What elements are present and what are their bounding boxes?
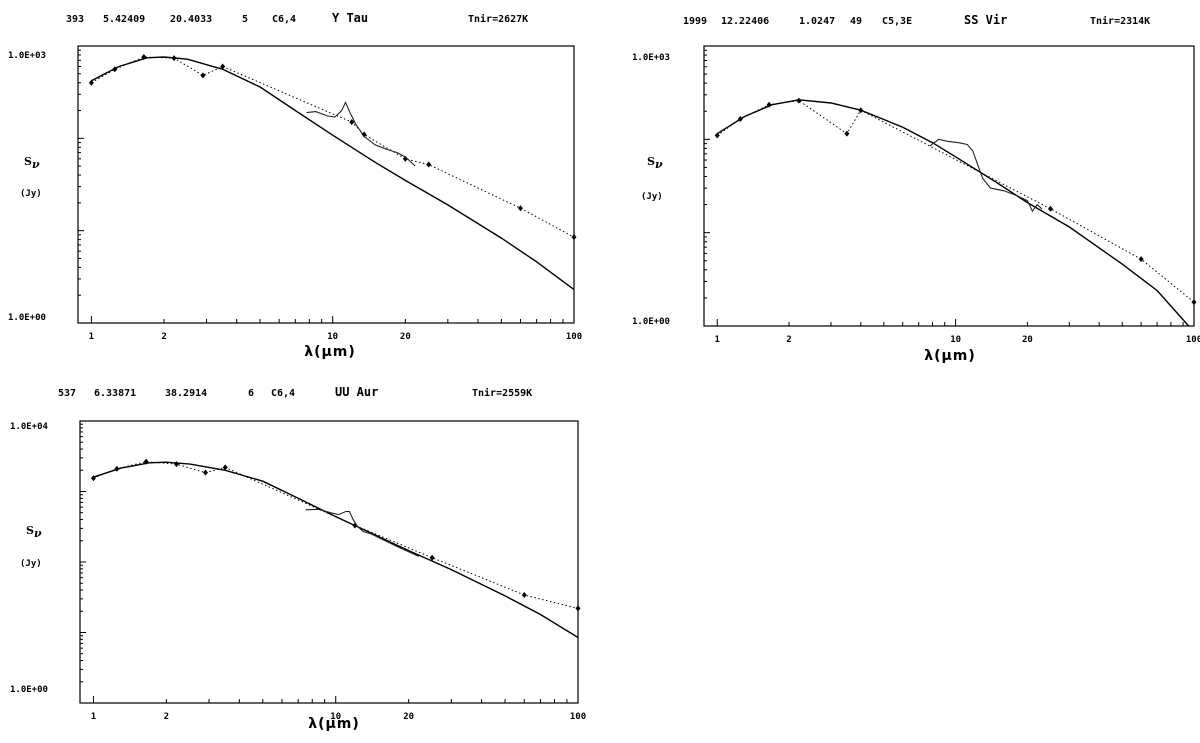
plot-area: 1 2 10 20 100 xyxy=(79,420,586,722)
header-spectral-type: C5,3E xyxy=(882,16,913,27)
y-axis-unit: (Jy) xyxy=(641,192,663,202)
y-axis-unit: (Jy) xyxy=(20,559,42,569)
x-tick-label: 2 xyxy=(161,332,166,342)
photometry-point xyxy=(575,605,581,612)
header-ra: 5.42409 xyxy=(103,14,146,25)
x-tick-label: 1 xyxy=(89,332,94,342)
plot-frame xyxy=(77,45,575,324)
photometry-point xyxy=(517,205,523,212)
x-tick-label: 100 xyxy=(566,332,582,342)
photometry-point xyxy=(1047,205,1053,212)
photometry-point xyxy=(349,119,355,126)
photometry-line xyxy=(716,100,1195,303)
plot-area: 1 2 10 20 100 xyxy=(77,45,582,342)
header-dec: 38.2914 xyxy=(165,388,208,399)
photometry-point xyxy=(90,475,96,482)
photometry-line xyxy=(91,56,575,238)
x-tick-label: 2 xyxy=(164,712,169,722)
photometry-point xyxy=(429,554,435,561)
lrs-spectrum xyxy=(929,138,1043,213)
header-star-name: Y Tau xyxy=(332,11,369,25)
x-tick-label: 10 xyxy=(327,332,338,342)
sed-panel-ss-vir: 1999 12.22406 1.0247 49 C5,3E SS Vir Tni… xyxy=(600,0,1200,372)
header-temperature: Tnir=2627K xyxy=(468,14,529,25)
photometry-point xyxy=(112,66,118,73)
y-axis-label: Sν xyxy=(26,524,42,540)
x-axis-label: λ(μm) xyxy=(308,716,360,732)
x-tick-label: 100 xyxy=(570,712,586,722)
photometry-point xyxy=(766,101,772,108)
photometry-point xyxy=(202,469,208,476)
sed-panel-y-tau: 393 5.42409 20.4033 5 C6,4 Y Tau Tnir=26… xyxy=(0,0,600,372)
photometry-point xyxy=(88,79,94,86)
sed-panel-uu-aur: 537 6.33871 38.2914 6 C6,4 UU Aur Tnir=2… xyxy=(0,372,600,743)
header-n: 5 xyxy=(242,14,249,25)
photometry-point xyxy=(200,72,206,79)
x-tick-label: 1 xyxy=(715,335,720,345)
photometry-point xyxy=(402,155,408,162)
ytick-bottom: 1.0E+00 xyxy=(632,317,670,327)
photometry-point xyxy=(171,55,177,62)
header-temperature: Tnir=2314K xyxy=(1090,16,1151,27)
photometry-point xyxy=(173,461,179,468)
photometry-point xyxy=(521,592,527,599)
photometry-point xyxy=(114,465,120,472)
ytick-top: 1.0E+03 xyxy=(8,51,46,61)
photometry-point xyxy=(426,161,432,168)
y-axis-unit: (Jy) xyxy=(20,189,42,199)
x-tick-label: 100 xyxy=(1186,335,1200,345)
header-spectral-type: C6,4 xyxy=(271,388,296,399)
photometry-point xyxy=(220,63,226,70)
plot-frame xyxy=(703,45,1195,327)
x-tick-label: 10 xyxy=(330,712,341,722)
header-dec: 20.4033 xyxy=(170,14,213,25)
header-ra: 6.33871 xyxy=(94,388,137,399)
header-n: 49 xyxy=(850,16,863,27)
photometry-point xyxy=(714,132,720,139)
header-id: 1999 xyxy=(683,16,708,27)
x-tick-label: 1 xyxy=(91,712,96,722)
photometry-point xyxy=(143,458,149,465)
photometry-point xyxy=(571,234,577,241)
photometry-point xyxy=(1138,256,1144,263)
y-axis-label: Sν xyxy=(647,155,663,171)
header-star-name: SS Vir xyxy=(964,13,1008,27)
plot-area: 1 2 10 20 100 xyxy=(703,45,1200,345)
header-n: 6 xyxy=(248,388,255,399)
photometry-point xyxy=(858,107,864,114)
header-dec: 1.0247 xyxy=(799,16,836,27)
photometry-point xyxy=(361,131,367,138)
blackbody-curve xyxy=(716,99,1190,327)
lrs-spectrum xyxy=(305,508,419,557)
x-axis-label: λ(μm) xyxy=(304,344,356,360)
ytick-bottom: 1.0E+00 xyxy=(10,685,48,695)
x-tick-label: 20 xyxy=(1022,335,1033,345)
blackbody-curve xyxy=(91,56,575,291)
photometry-point xyxy=(1191,299,1197,306)
photometry-point xyxy=(844,130,850,137)
photometry-point xyxy=(141,54,147,61)
blackbody-curve xyxy=(93,461,579,639)
lrs-spectrum xyxy=(306,101,416,167)
x-tick-label: 20 xyxy=(403,712,414,722)
ytick-top: 1.0E+04 xyxy=(10,422,48,432)
x-tick-label: 10 xyxy=(950,335,961,345)
header-id: 537 xyxy=(58,388,77,399)
ytick-top: 1.0E+03 xyxy=(632,53,670,63)
ytick-bottom: 1.0E+00 xyxy=(8,313,46,323)
x-axis-label: λ(μm) xyxy=(924,348,976,364)
header-spectral-type: C6,4 xyxy=(272,14,297,25)
x-tick-label: 2 xyxy=(786,335,791,345)
photometry-line xyxy=(93,461,579,609)
photometry-point xyxy=(796,97,802,104)
header-ra: 12.22406 xyxy=(721,16,770,27)
x-tick-label: 20 xyxy=(400,332,411,342)
header-id: 393 xyxy=(66,14,85,25)
photometry-point xyxy=(222,464,228,471)
header-temperature: Tnir=2559K xyxy=(472,388,533,399)
y-axis-label: Sν xyxy=(24,155,40,171)
header-star-name: UU Aur xyxy=(335,385,379,399)
photometry-point xyxy=(737,116,743,123)
